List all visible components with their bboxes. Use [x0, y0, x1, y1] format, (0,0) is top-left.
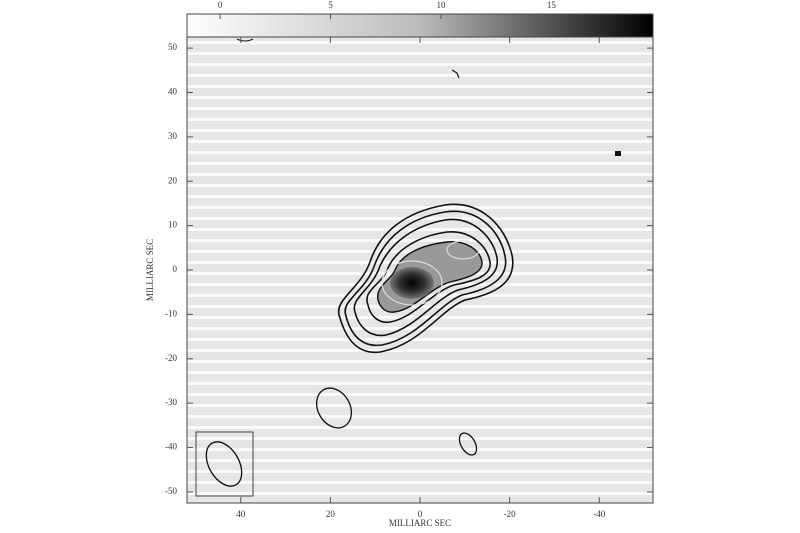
- x-tick-label: 0: [418, 509, 423, 519]
- x-axis-label: MILLIARC SEC: [389, 518, 451, 528]
- y-axis-label: MILLIARC SEC: [145, 239, 155, 301]
- y-tick-label: -30: [165, 397, 177, 407]
- y-tick-label: 20: [168, 175, 178, 185]
- colorbar-tick-label: 0: [218, 0, 223, 10]
- y-tick-label: -10: [165, 308, 177, 318]
- contours: [195, 38, 621, 497]
- x-tick-label: 40: [236, 509, 246, 519]
- y-tick-label: 50: [168, 42, 178, 52]
- y-tick-label: -40: [165, 442, 177, 452]
- colorbar-tick-label: 10: [436, 0, 446, 10]
- y-tick-label: 0: [173, 264, 178, 274]
- y-tick-label: 40: [168, 87, 178, 97]
- colorbar-tick-label: 15: [547, 0, 557, 10]
- y-tick-label: 10: [168, 220, 178, 230]
- y-tick-label: -50: [165, 486, 177, 496]
- y-tick-label: -20: [165, 353, 177, 363]
- y-tick-label: 30: [168, 131, 178, 141]
- x-tick-label: 20: [326, 509, 336, 519]
- x-tick-label: -40: [593, 509, 605, 519]
- colorbar-tick-label: 5: [328, 0, 333, 10]
- x-tick-label: -20: [504, 509, 516, 519]
- colorbar: [186, 13, 654, 38]
